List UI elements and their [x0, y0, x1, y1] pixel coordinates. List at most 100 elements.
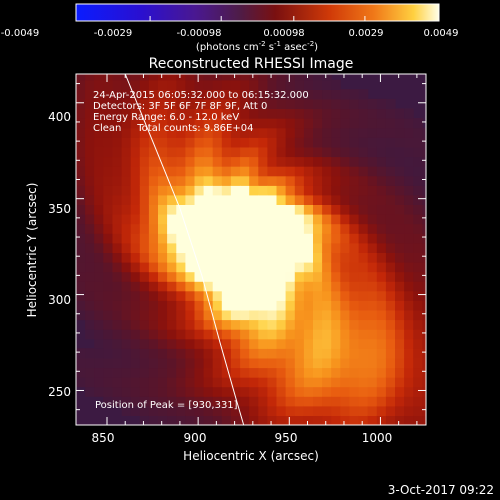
x-tick-label: 850: [92, 431, 115, 445]
heatmap-cell: [221, 233, 232, 244]
heatmap-cell: [294, 338, 305, 349]
heatmap-cell: [103, 233, 113, 244]
heatmap-cell: [395, 214, 405, 225]
heatmap-cell: [267, 89, 278, 100]
heatmap-cell: [413, 137, 423, 148]
heatmap-cell: [285, 108, 296, 119]
heatmap-cell: [249, 319, 259, 330]
heatmap-cell: [230, 108, 241, 119]
heatmap-cell: [139, 338, 150, 349]
heatmap-cell: [76, 89, 86, 100]
heatmap-cell: [148, 194, 159, 205]
heatmap-cell: [240, 79, 250, 90]
heatmap-cell: [167, 79, 177, 90]
heatmap-cell: [221, 194, 232, 205]
heatmap-cell: [285, 386, 296, 397]
heatmap-cell: [212, 415, 223, 425]
heatmap-cell: [203, 290, 214, 301]
heatmap-cell: [121, 396, 132, 407]
heatmap-cell: [76, 223, 86, 234]
heatmap-cell: [112, 319, 123, 330]
heatmap-cell: [385, 204, 396, 215]
heatmap-cell: [212, 118, 223, 129]
heatmap-cell: [148, 357, 159, 369]
heatmap-cell: [331, 194, 341, 205]
heatmap-cell: [240, 309, 250, 321]
heatmap-cell: [367, 156, 378, 167]
heatmap-cell: [148, 233, 159, 244]
heatmap-cell: [194, 74, 205, 81]
heatmap-cell: [267, 118, 278, 129]
heatmap-cell: [121, 79, 132, 90]
heatmap-cell: [349, 223, 360, 234]
heatmap-cell: [139, 415, 150, 425]
heatmap-cell: [158, 156, 168, 167]
heatmap-cell: [267, 348, 278, 359]
heatmap-cell: [322, 223, 332, 234]
heatmap-cell: [294, 108, 305, 119]
heatmap-cell: [185, 194, 196, 205]
heatmap-cell: [240, 137, 250, 148]
heatmap-cell: [385, 367, 396, 378]
heatmap-cell: [194, 98, 205, 110]
heatmap-cell: [349, 242, 360, 253]
heatmap-cell: [212, 300, 223, 311]
heatmap-cell: [76, 377, 86, 388]
heatmap-cell: [258, 415, 268, 425]
heatmap-cell: [121, 127, 132, 138]
heatmap-cell: [322, 127, 332, 138]
heatmap-cell: [303, 300, 314, 311]
heatmap-cell: [158, 185, 168, 196]
heatmap-cell: [267, 329, 278, 340]
heatmap-cell: [303, 405, 314, 416]
heatmap-cell: [185, 108, 196, 119]
heatmap-cell: [249, 357, 259, 369]
heatmap-cell: [103, 319, 113, 330]
heatmap-cell: [395, 166, 405, 177]
heatmap-cell: [194, 89, 205, 100]
heatmap-cell: [367, 357, 378, 369]
heatmap-cell: [130, 89, 141, 100]
heatmap-cell: [267, 79, 278, 90]
heatmap-cell: [395, 329, 405, 340]
heatmap-cell: [322, 233, 332, 244]
heatmap-cell: [276, 137, 287, 148]
heatmap-cell: [103, 79, 113, 90]
heatmap-cell: [395, 185, 405, 196]
heatmap-cell: [240, 108, 250, 119]
heatmap-cell: [331, 214, 341, 225]
heatmap-cell: [148, 223, 159, 234]
heatmap-cell: [76, 262, 86, 273]
heatmap-cell: [303, 108, 314, 119]
heatmap-cell: [340, 262, 350, 273]
heatmap-cell: [258, 185, 268, 196]
heatmap-cell: [276, 367, 287, 378]
heatmap-cell: [230, 137, 241, 148]
heatmap-cell: [121, 223, 132, 234]
heatmap-cell: [267, 137, 278, 148]
heatmap-cell: [85, 89, 95, 100]
heatmap-cell: [85, 156, 95, 167]
heatmap-cell: [276, 214, 287, 225]
heatmap-cell: [139, 108, 150, 119]
heatmap-cell: [148, 271, 159, 282]
heatmap-cell: [167, 348, 177, 359]
heatmap-cell: [94, 309, 104, 321]
heatmap-cell: [294, 377, 305, 388]
heatmap-cell: [276, 338, 287, 349]
heatmap-cell: [167, 290, 177, 301]
heatmap-cell: [258, 338, 268, 349]
heatmap-cell: [85, 367, 95, 378]
heatmap-cell: [367, 338, 378, 349]
heatmap-cell: [285, 223, 296, 234]
heatmap-cell: [285, 290, 296, 301]
heatmap-cell: [322, 118, 332, 129]
heatmap-cell: [94, 166, 104, 177]
heatmap-cell: [240, 386, 250, 397]
heatmap-cell: [413, 194, 423, 205]
heatmap-cell: [331, 309, 341, 321]
heatmap-cell: [130, 338, 141, 349]
heatmap-cell: [340, 309, 350, 321]
heatmap-cell: [322, 309, 332, 321]
heatmap-cell: [76, 348, 86, 359]
